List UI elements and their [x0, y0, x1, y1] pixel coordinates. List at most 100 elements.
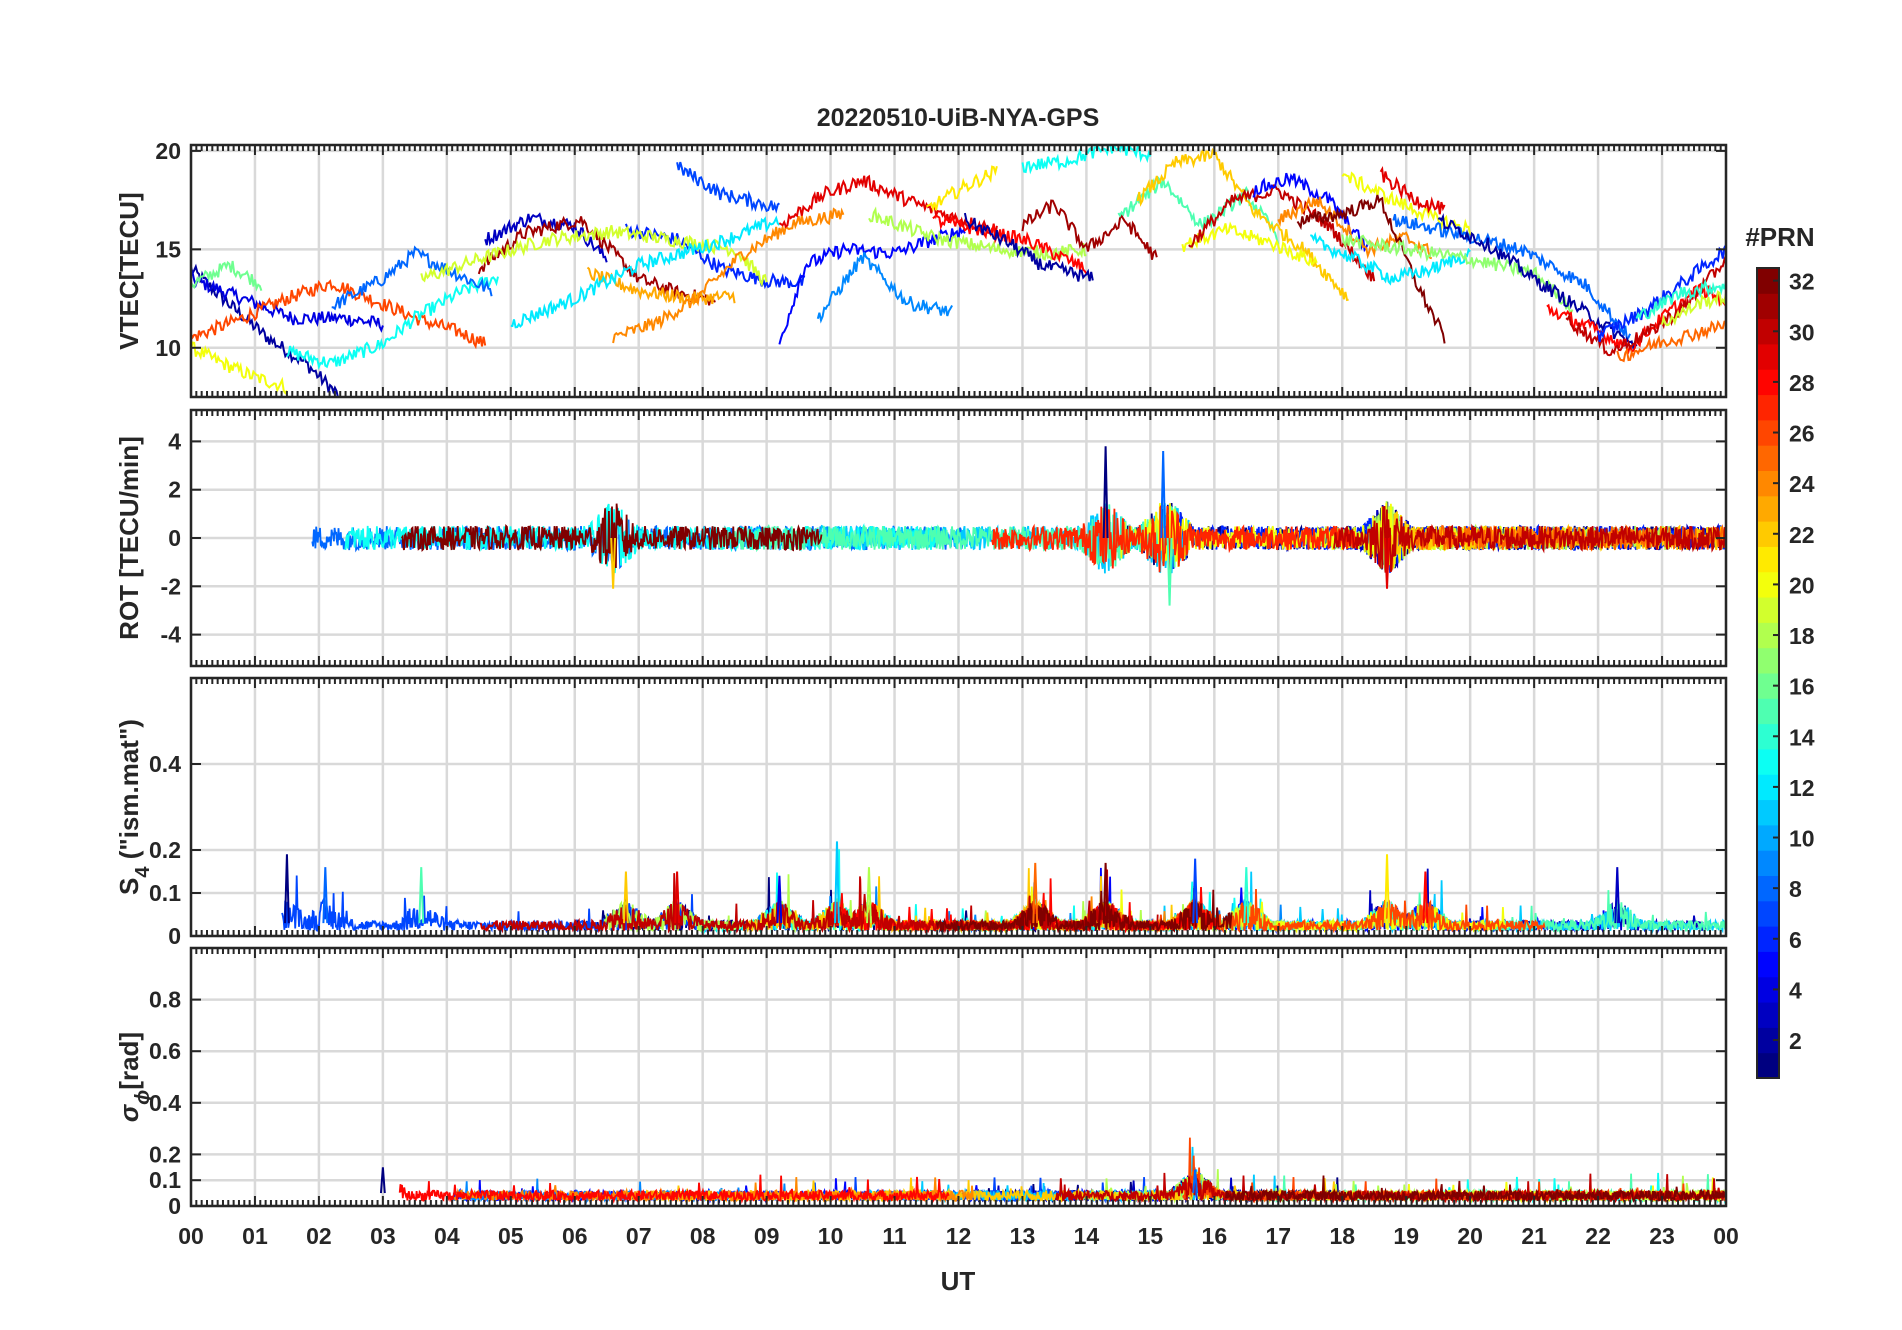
colorbar-label: #PRN	[1745, 222, 1814, 252]
series-line-prn-25	[1414, 524, 1726, 552]
x-tick-label: 18	[1329, 1223, 1355, 1249]
peak-marker	[379, 1167, 386, 1194]
series-line-prn-32	[1224, 1175, 1726, 1205]
series-line-prn-26	[191, 279, 487, 350]
x-tick-label: 17	[1265, 1223, 1291, 1249]
peak-marker	[1102, 446, 1109, 539]
colorbar-bin	[1757, 394, 1779, 421]
colorbar-tick-label: 22	[1789, 522, 1815, 548]
colorbar-bin	[1757, 521, 1779, 547]
colorbar-bin	[1757, 343, 1779, 370]
colorbar-bin	[1757, 318, 1779, 345]
y-tick-label: 0	[168, 923, 181, 949]
series-line-prn-17	[1341, 234, 1574, 316]
x-tick-label: 21	[1521, 1223, 1547, 1249]
colorbar-bin	[1757, 799, 1779, 826]
x-tick-label: 13	[1010, 1223, 1036, 1249]
peak-marker	[1102, 862, 1109, 924]
colorbar-tick-label: 18	[1789, 623, 1815, 649]
y-axis-label: VTEC[TECU]	[114, 192, 144, 349]
colorbar-frame	[1756, 267, 1780, 1079]
peak-marker	[1192, 858, 1199, 924]
peak-marker	[1384, 537, 1390, 589]
y-tick-label: -4	[161, 622, 182, 648]
colorbar-tick-label: 8	[1789, 876, 1802, 902]
peak-marker	[284, 854, 290, 924]
x-axis-label: UT	[941, 1266, 976, 1296]
colorbar-bin	[1757, 571, 1779, 598]
peak-marker	[1422, 871, 1429, 924]
x-tick-label: 11	[882, 1223, 907, 1249]
y-tick-label: 10	[155, 335, 181, 361]
series-group	[281, 841, 1726, 935]
x-tick-label: 19	[1393, 1223, 1419, 1249]
colorbar-bin	[1757, 673, 1779, 699]
colorbar-bin	[1757, 774, 1779, 801]
y-axis-label: S4 ("ism.mat")	[114, 719, 154, 895]
colorbar-bin	[1757, 293, 1779, 320]
y-axis-label: ROT [TECU/min]	[114, 436, 144, 640]
colorbar-tick-label: 14	[1789, 724, 1815, 750]
series-group	[311, 446, 1726, 606]
series-line-prn-20	[191, 341, 288, 395]
colorbar-bin	[1757, 268, 1779, 294]
series-line-prn-7	[676, 161, 780, 214]
x-tick-label: 05	[498, 1223, 524, 1249]
series-line-prn-9	[816, 251, 953, 324]
series-line-prn-19	[1661, 290, 1726, 327]
peak-marker	[674, 871, 681, 924]
series-line-prn-30	[479, 869, 1159, 935]
colorbar-tick-label: 12	[1789, 775, 1815, 801]
colorbar-bin	[1757, 622, 1779, 649]
series-line-prn-13	[286, 276, 499, 370]
x-tick-label: 09	[754, 1223, 780, 1249]
series-line-prn-31	[1021, 199, 1158, 260]
colorbar-bin	[1757, 1052, 1779, 1079]
y-tick-label: 2	[168, 477, 181, 503]
colorbar-bin	[1757, 597, 1779, 623]
colorbar-bin	[1757, 546, 1779, 573]
y-tick-label: 20	[155, 138, 181, 164]
series-line-prn-2	[191, 263, 339, 397]
peak-marker	[866, 867, 872, 924]
series-line-prn-4	[191, 270, 384, 333]
x-tick-label: 01	[242, 1223, 268, 1249]
colorbar-tick-label: 30	[1789, 319, 1815, 345]
series-line-prn-6	[1167, 506, 1726, 573]
colorbar-bin	[1757, 875, 1779, 902]
series-line-prn-15	[1117, 175, 1280, 245]
y-tick-label: 0.4	[149, 1090, 181, 1116]
colorbar-bin	[1757, 698, 1779, 725]
colorbar-bin	[1757, 470, 1779, 497]
x-tick-label: 00	[1713, 1223, 1739, 1249]
series-line-prn-8	[1392, 213, 1632, 342]
peak-marker	[1166, 537, 1173, 606]
colorbar-bin	[1757, 495, 1779, 522]
y-tick-label: 0	[168, 525, 181, 551]
figure-title: 20220510-UiB-NYA-GPS	[817, 104, 1100, 132]
peak-marker	[1614, 867, 1621, 924]
y-tick-label: 0.1	[149, 880, 181, 906]
x-tick-label: 14	[1074, 1223, 1100, 1249]
peak-marker	[776, 875, 783, 924]
series-line-prn-11	[752, 503, 1191, 574]
colorbar-tick-label: 32	[1789, 269, 1815, 295]
y-tick-label: -2	[161, 573, 181, 599]
series-line-prn-27	[990, 503, 1357, 573]
peak-marker	[418, 867, 425, 924]
y-tick-label: 4	[168, 428, 181, 454]
series-line-prn-25	[1616, 319, 1726, 363]
series-line-prn-22	[1136, 147, 1349, 302]
panel-rot: -4 -2 0 2 4 ROT [TECU/min]	[114, 408, 1728, 668]
y-tick-label: 0.2	[149, 1141, 181, 1167]
series-line-prn-18	[868, 206, 1087, 261]
series-line-prn-24	[612, 207, 845, 344]
colorbar-bin	[1757, 1002, 1779, 1028]
x-tick-label: 04	[434, 1223, 460, 1249]
series-line-prn-2	[1437, 213, 1638, 352]
colorbar-bin	[1757, 824, 1779, 851]
colorbar-bin	[1757, 445, 1779, 471]
x-tick-label: 16	[1202, 1223, 1228, 1249]
